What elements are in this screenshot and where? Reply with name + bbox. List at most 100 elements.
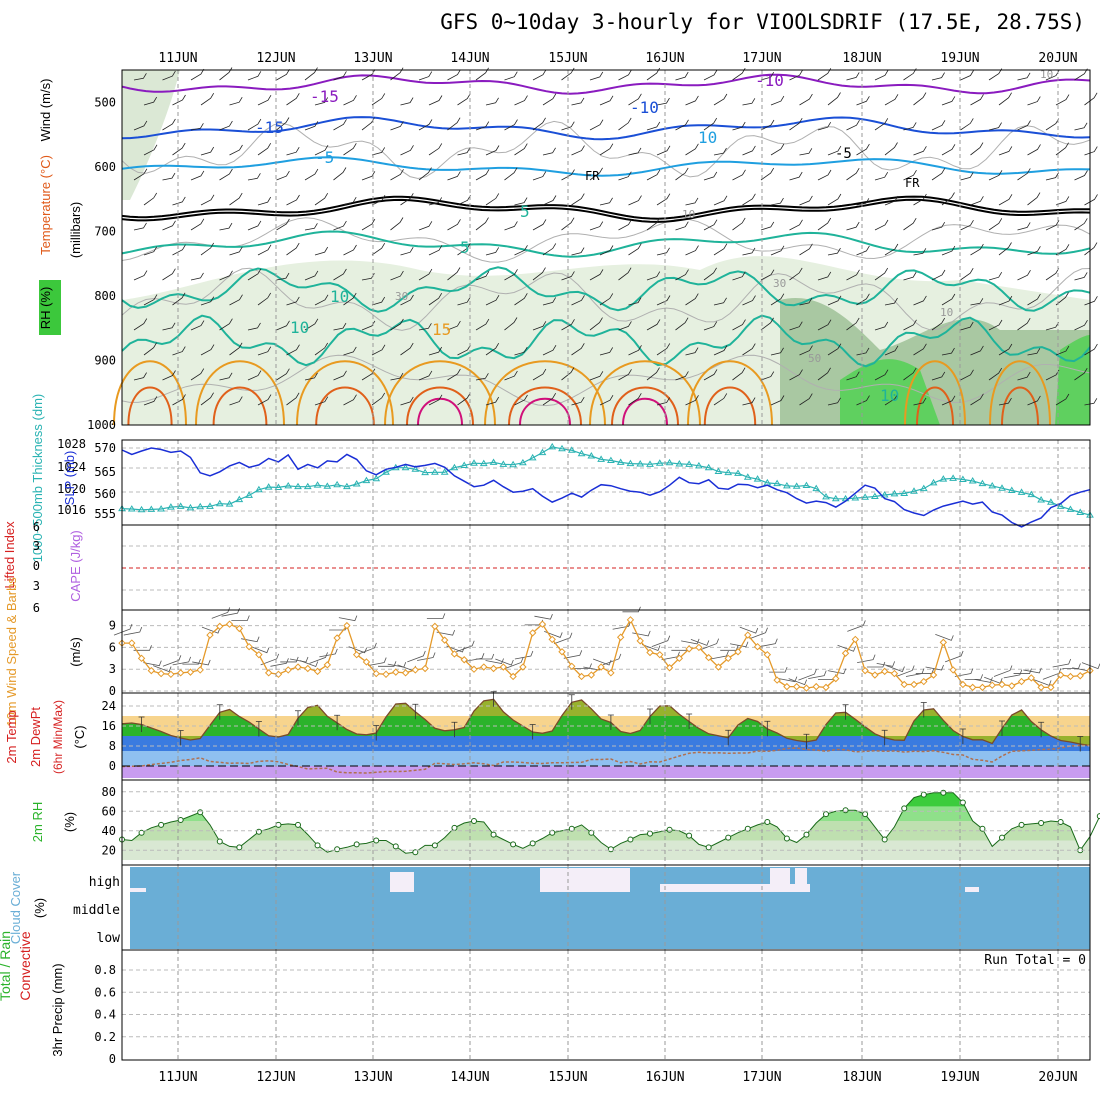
wind-barb	[742, 295, 756, 306]
wind10-barb	[788, 678, 808, 686]
cloud-level-label: middle	[73, 903, 120, 918]
wind-barb	[561, 217, 575, 231]
wind-barb	[874, 118, 889, 131]
li-tick-label: 3	[33, 579, 40, 593]
thickness-marker	[479, 459, 488, 467]
wind-barb	[418, 167, 432, 181]
cloud-gap	[965, 887, 979, 892]
rh-marker	[901, 805, 908, 812]
rh-marker	[529, 840, 536, 847]
wind-barb	[190, 272, 204, 281]
wind-barb	[656, 343, 671, 356]
wind10-marker	[851, 635, 860, 644]
wind-barb	[799, 195, 813, 206]
wind10-marker	[1047, 683, 1055, 692]
thickness-marker	[313, 481, 322, 488]
isotherm-15-arch	[113, 360, 187, 426]
wind-barb	[988, 170, 1003, 181]
wind-barb	[703, 219, 718, 231]
wind10-marker	[1008, 682, 1016, 690]
run-total-label: Run Total = 0	[984, 953, 1086, 968]
temp-minmax-bar	[881, 729, 888, 746]
wind-barb	[960, 267, 974, 281]
wind-barb	[400, 246, 414, 256]
wind-barb	[913, 343, 927, 356]
wind-barb	[1027, 395, 1041, 406]
pressure-tick-label: 1000	[87, 418, 116, 432]
temp-minmax-bar	[334, 714, 341, 731]
wind-barb	[247, 370, 262, 381]
li-tick-label: 6	[33, 520, 40, 534]
wind-barb	[742, 343, 756, 356]
wind10-barb	[720, 645, 739, 651]
wind-barb	[371, 392, 386, 406]
thickness-tick-label: 565	[94, 465, 116, 479]
wind-barb	[628, 93, 642, 106]
wind10-marker	[1076, 672, 1084, 680]
wind-barb	[998, 295, 1013, 306]
wind-barb	[418, 323, 432, 331]
wind-barb	[257, 142, 272, 156]
temp-minmax-bar	[295, 710, 301, 726]
wind-barb	[874, 171, 889, 181]
wind10-barb	[729, 641, 749, 648]
wind-barb	[970, 196, 984, 206]
wind10-marker	[998, 680, 1006, 689]
wind-barb	[532, 321, 547, 331]
contour-label: 10	[682, 208, 695, 221]
wind-barb	[827, 343, 842, 356]
wind10-barb	[407, 650, 426, 663]
rh-tick-label: 20	[102, 843, 116, 857]
wind-barb	[390, 318, 404, 331]
wind10-marker	[401, 669, 410, 677]
wind-barb	[343, 143, 357, 156]
wind10-marker	[978, 683, 987, 692]
wind10-marker	[1017, 677, 1026, 686]
thickness-marker	[597, 455, 605, 462]
date-label-top: 11JUN	[158, 51, 197, 66]
contour-label: 10	[1040, 68, 1053, 81]
thickness-marker	[186, 503, 195, 511]
wind10-barb	[368, 657, 387, 666]
wind10-marker	[675, 654, 684, 663]
wind-barb	[532, 219, 547, 231]
wind10-barb	[1052, 658, 1072, 668]
wind-barb	[856, 293, 870, 306]
wind-barb	[190, 320, 205, 331]
wind-barb	[418, 71, 433, 81]
wind10-marker	[685, 645, 693, 653]
rh-marker	[255, 828, 262, 835]
wind-barb	[428, 95, 443, 106]
wind-barb	[874, 70, 889, 81]
isotherm-line	[121, 266, 1091, 313]
wind-barb	[628, 147, 642, 156]
wind-barb	[874, 321, 889, 331]
precip-tick-label: 0.8	[94, 963, 116, 977]
wind-barb	[219, 372, 233, 381]
wind-barb	[143, 192, 158, 206]
wind-barb	[913, 248, 927, 256]
cloud-level-label: high	[89, 875, 120, 890]
wind-barb	[760, 371, 775, 381]
thickness-line	[121, 446, 1091, 516]
wind-barb	[713, 147, 727, 156]
rh2m-axis-label: 2m RH	[30, 802, 45, 842]
wind-barb	[304, 67, 318, 81]
date-label-top: 20JUN	[1038, 51, 1077, 66]
wind-barb	[618, 69, 632, 81]
thickness-marker	[998, 484, 1006, 491]
date-label-bottom: 13JUN	[353, 1070, 392, 1085]
wind-barb	[856, 143, 870, 156]
rh-marker	[177, 817, 184, 824]
temp-minmax-bar	[177, 730, 184, 746]
wind-barb	[571, 193, 585, 206]
temp-minmax-bar	[216, 704, 223, 720]
isotherm-15-arch	[484, 360, 606, 426]
wind-barb	[846, 317, 860, 331]
wind-barb	[931, 168, 946, 181]
wind-barb	[304, 121, 319, 131]
wind-barb	[229, 144, 243, 156]
wind-barb	[133, 120, 148, 131]
wind10-marker	[294, 663, 302, 671]
wind-barb	[314, 192, 329, 206]
